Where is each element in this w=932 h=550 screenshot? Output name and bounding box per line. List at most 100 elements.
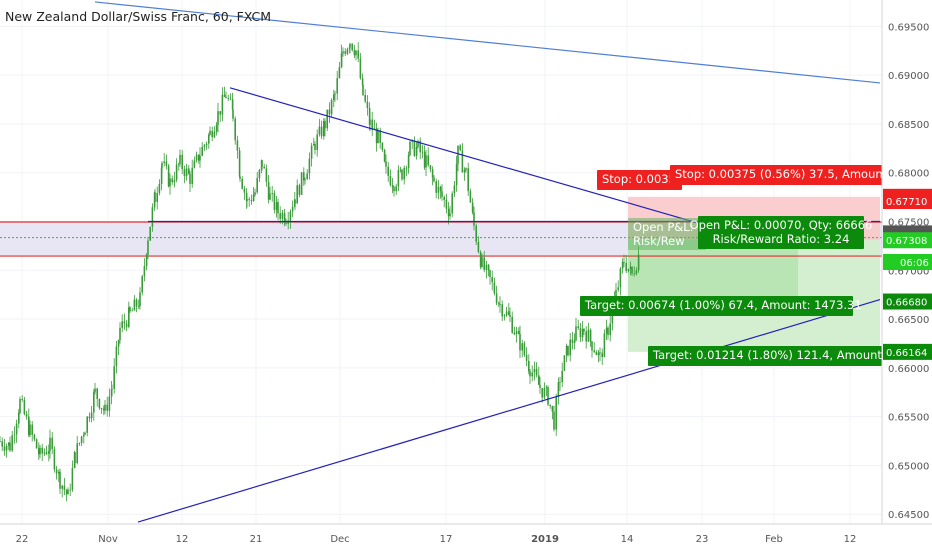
candle-body xyxy=(605,327,608,334)
candle-body xyxy=(603,333,606,358)
target-label-1-bg xyxy=(580,296,853,316)
candle-body xyxy=(254,192,256,195)
candle-body xyxy=(533,368,536,373)
candle-body xyxy=(320,126,323,137)
candle-body xyxy=(334,93,336,95)
candle-body xyxy=(246,198,248,202)
candle-body xyxy=(191,167,193,184)
candle-body xyxy=(471,202,474,213)
candle-body xyxy=(617,287,619,290)
candle-body xyxy=(508,311,510,315)
candle-body xyxy=(169,178,171,187)
candle-body xyxy=(551,405,554,412)
candle-body xyxy=(431,169,434,178)
candle-body xyxy=(45,452,48,454)
candle-body xyxy=(338,67,341,79)
candle-body xyxy=(330,100,333,115)
candle-body xyxy=(94,388,96,393)
candle-body xyxy=(323,121,325,137)
price-tick-label: 0.64500 xyxy=(888,510,929,521)
candle-body xyxy=(407,155,410,169)
candle-body xyxy=(313,144,315,146)
candle-body xyxy=(239,176,241,179)
target-label-2-bg xyxy=(648,346,882,366)
price-tick-label: 0.67000 xyxy=(888,266,929,277)
candle-body xyxy=(525,354,528,361)
candle-body xyxy=(160,167,163,184)
candle-body xyxy=(287,220,289,224)
candle-body xyxy=(161,163,163,168)
candle-body xyxy=(291,206,294,212)
candle-body xyxy=(369,119,371,125)
candle-body xyxy=(559,381,561,383)
candle-body xyxy=(405,167,408,169)
candle-body xyxy=(135,299,138,307)
candle-body xyxy=(8,442,10,446)
candle-body xyxy=(49,437,51,452)
pnl-label-ghost-text: Open P&L: 0. xyxy=(633,220,708,234)
candle-body xyxy=(389,175,392,186)
candle-body xyxy=(509,314,511,317)
target-label-1: Target: 0.00674 (1.00%) 67.4, Amount: 14… xyxy=(580,296,862,316)
price-tag-0.66164: 0.66164 xyxy=(883,343,932,360)
candle-body xyxy=(409,141,411,156)
candle-body xyxy=(485,264,488,270)
candle-body xyxy=(487,264,490,271)
candle-body xyxy=(138,306,140,307)
candle-body xyxy=(55,469,58,474)
candle-body xyxy=(547,387,549,405)
stop-label-bg xyxy=(670,165,882,185)
candle-body xyxy=(459,145,461,151)
price-tag-bg xyxy=(883,254,932,270)
price-tick-label: 0.67500 xyxy=(888,218,929,229)
candle-body xyxy=(435,181,437,193)
candle-body xyxy=(505,311,508,316)
price-tag-text: 0.67710 xyxy=(886,197,927,208)
target-label-2: Target: 0.01214 (1.80%) 121.4, Amount: xyxy=(648,346,886,366)
candle-body xyxy=(167,165,170,187)
candle-body xyxy=(447,208,450,217)
candle-body xyxy=(383,149,386,162)
candle-body xyxy=(147,240,149,255)
candle-body xyxy=(333,94,335,101)
candle-body xyxy=(571,339,574,343)
trendlines-layer[interactable] xyxy=(94,1,881,523)
price-axis-panel[interactable] xyxy=(882,0,932,550)
candle-body xyxy=(289,211,292,221)
candle-body xyxy=(336,78,338,94)
target-zone-1 xyxy=(628,240,798,302)
candle-body xyxy=(518,331,520,334)
candle-body xyxy=(375,128,378,144)
candle-body xyxy=(581,328,584,338)
trendline-descending-resistance[interactable] xyxy=(229,87,761,242)
time-tick-label: 17 xyxy=(440,534,453,545)
candle-body xyxy=(575,326,577,341)
candle-body xyxy=(58,471,60,474)
candle-body xyxy=(573,340,576,343)
candle-body xyxy=(587,329,590,342)
candle-body xyxy=(523,343,526,355)
trendline-rising-support[interactable] xyxy=(137,298,881,523)
time-axis-panel[interactable] xyxy=(0,524,932,550)
candle-body xyxy=(441,191,443,198)
candle-body xyxy=(328,109,331,115)
candle-body xyxy=(569,339,571,356)
candle-body xyxy=(117,340,120,347)
candle-body xyxy=(23,399,26,415)
price-tag-0.66680: 0.66680 xyxy=(883,293,932,310)
candle-body xyxy=(151,207,154,227)
stop-label: Stop: 0.00375 (0.56%) 37.5, Amount: xyxy=(670,165,891,185)
candle-body xyxy=(123,321,126,324)
candle-body xyxy=(223,94,226,97)
candle-body xyxy=(427,155,429,166)
candle-body xyxy=(359,58,362,79)
candle-body xyxy=(348,47,351,50)
candle-body xyxy=(453,185,456,194)
candle-body xyxy=(627,268,630,271)
candle-body xyxy=(65,489,68,495)
trendline-upper-channel[interactable] xyxy=(94,1,881,84)
candle-body xyxy=(201,146,203,156)
candle-body xyxy=(419,140,421,153)
candle-body xyxy=(355,50,357,56)
